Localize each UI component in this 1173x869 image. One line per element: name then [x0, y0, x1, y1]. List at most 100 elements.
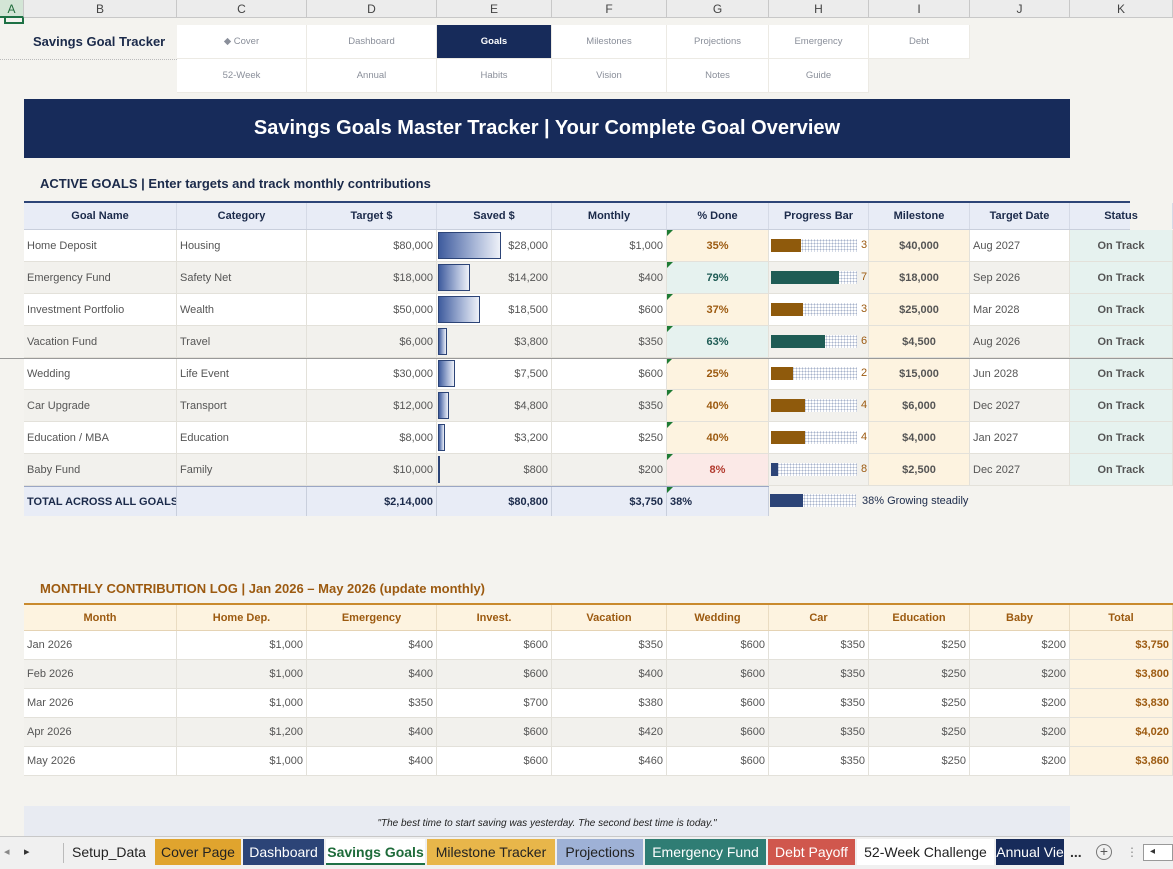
contrib-amount-cell[interactable]: $250	[869, 747, 970, 776]
sheet-tab-7[interactable]: Emergency Fund	[645, 839, 766, 865]
contrib-amount-cell[interactable]: $600	[667, 747, 769, 776]
goal-progress-cell[interactable]: 4	[769, 390, 869, 422]
column-header-g[interactable]: G	[667, 0, 769, 18]
goal-name-cell[interactable]: Home Deposit	[24, 230, 177, 262]
goal-target-cell[interactable]: $30,000	[307, 358, 437, 390]
contrib-total-cell[interactable]: $3,800	[1070, 660, 1173, 689]
contrib-amount-cell[interactable]: $380	[552, 689, 667, 718]
goal-name-cell[interactable]: Baby Fund	[24, 454, 177, 486]
nav-right-arrow-icon[interactable]: ▸	[24, 846, 30, 858]
goal-progress-cell[interactable]: 3	[769, 294, 869, 326]
nav-left-arrow-icon[interactable]: ◂	[4, 846, 10, 858]
contrib-amount-cell[interactable]: $350	[769, 689, 869, 718]
contrib-amount-cell[interactable]: $460	[552, 747, 667, 776]
nav-tab-2[interactable]: Dashboard	[307, 25, 437, 59]
sheet-tab-6[interactable]: Projections	[557, 839, 643, 865]
column-header-a[interactable]: A	[0, 0, 24, 18]
contrib-amount-cell[interactable]: $250	[869, 718, 970, 747]
contrib-month-cell[interactable]: Feb 2026	[24, 660, 177, 689]
nav-tab-5[interactable]: Projections	[667, 25, 769, 59]
goal-monthly-cell[interactable]: $600	[552, 358, 667, 390]
goal-status-badge[interactable]: On Track	[1070, 262, 1173, 294]
contrib-amount-cell[interactable]: $200	[970, 689, 1070, 718]
total-label[interactable]: TOTAL ACROSS ALL GOALS	[24, 487, 177, 516]
contrib-amount-cell[interactable]: $350	[769, 631, 869, 660]
goal-monthly-cell[interactable]: $1,000	[552, 230, 667, 262]
goal-milestone-cell[interactable]: $6,000	[869, 390, 970, 422]
contrib-amount-cell[interactable]: $350	[552, 631, 667, 660]
contrib-amount-cell[interactable]: $350	[769, 718, 869, 747]
goal-status-badge[interactable]: On Track	[1070, 230, 1173, 262]
nav-tab-7[interactable]: Debt	[869, 25, 970, 59]
goal-monthly-cell[interactable]: $250	[552, 422, 667, 454]
sheet-tab-10[interactable]: Annual Vie	[996, 839, 1064, 865]
contrib-amount-cell[interactable]: $350	[769, 660, 869, 689]
goal-status-badge[interactable]: On Track	[1070, 390, 1173, 422]
goal-target-cell[interactable]: $80,000	[307, 230, 437, 262]
contrib-amount-cell[interactable]: $700	[437, 689, 552, 718]
contrib-amount-cell[interactable]: $600	[667, 631, 769, 660]
goal-category-cell[interactable]: Life Event	[177, 358, 307, 390]
horizontal-scrollbar[interactable]: ◂	[1143, 844, 1173, 861]
contrib-amount-cell[interactable]: $350	[307, 689, 437, 718]
contrib-amount-cell[interactable]: $1,200	[177, 718, 307, 747]
goal-category-cell[interactable]: Travel	[177, 326, 307, 358]
goal-monthly-cell[interactable]: $350	[552, 390, 667, 422]
goal-target-date-cell[interactable]: Sep 2026	[970, 262, 1070, 294]
goal-percent-cell[interactable]: 79%	[667, 262, 769, 294]
goal-saved-cell[interactable]: $3,200	[437, 422, 552, 454]
goal-progress-cell[interactable]: 3	[769, 230, 869, 262]
nav-tab-6[interactable]: Emergency	[769, 25, 869, 59]
goal-milestone-cell[interactable]: $2,500	[869, 454, 970, 486]
goal-name-cell[interactable]: Investment Portfolio	[24, 294, 177, 326]
contrib-amount-cell[interactable]: $1,000	[177, 747, 307, 776]
goal-percent-cell[interactable]: 25%	[667, 358, 769, 390]
sheet-tab-9[interactable]: 52-Week Challenge	[857, 839, 994, 865]
nav-tab-row2-6[interactable]: Guide	[769, 59, 869, 93]
goal-milestone-cell[interactable]: $25,000	[869, 294, 970, 326]
total-saved[interactable]: $80,800	[437, 487, 552, 516]
contrib-total-cell[interactable]: $3,860	[1070, 747, 1173, 776]
contrib-amount-cell[interactable]: $350	[769, 747, 869, 776]
contrib-amount-cell[interactable]: $250	[869, 689, 970, 718]
nav-tab-4[interactable]: Milestones	[552, 25, 667, 59]
goal-category-cell[interactable]: Safety Net	[177, 262, 307, 294]
goal-milestone-cell[interactable]: $4,000	[869, 422, 970, 454]
sheet-tab-8[interactable]: Debt Payoff	[768, 839, 855, 865]
goal-status-badge[interactable]: On Track	[1070, 294, 1173, 326]
contrib-amount-cell[interactable]: $250	[869, 631, 970, 660]
total-target[interactable]: $2,14,000	[307, 487, 437, 516]
sheet-tab-3[interactable]: Dashboard	[243, 839, 324, 865]
sheet-tab-2[interactable]: Cover Page	[155, 839, 241, 865]
goal-status-badge[interactable]: On Track	[1070, 454, 1173, 486]
contrib-month-cell[interactable]: Jan 2026	[24, 631, 177, 660]
contrib-amount-cell[interactable]: $1,000	[177, 660, 307, 689]
contrib-amount-cell[interactable]: $1,000	[177, 689, 307, 718]
goal-saved-cell[interactable]: $18,500	[437, 294, 552, 326]
goal-target-cell[interactable]: $18,000	[307, 262, 437, 294]
contrib-amount-cell[interactable]: $200	[970, 747, 1070, 776]
goal-saved-cell[interactable]: $7,500	[437, 358, 552, 390]
column-header-i[interactable]: I	[869, 0, 970, 18]
contrib-amount-cell[interactable]: $600	[437, 747, 552, 776]
goal-category-cell[interactable]: Housing	[177, 230, 307, 262]
contrib-month-cell[interactable]: Mar 2026	[24, 689, 177, 718]
goal-target-date-cell[interactable]: Aug 2026	[970, 326, 1070, 358]
goal-milestone-cell[interactable]: $40,000	[869, 230, 970, 262]
total-monthly[interactable]: $3,750	[552, 487, 667, 516]
contrib-amount-cell[interactable]: $600	[667, 660, 769, 689]
contrib-amount-cell[interactable]: $600	[437, 718, 552, 747]
column-header-b[interactable]: B	[24, 0, 177, 18]
goal-target-date-cell[interactable]: Jan 2027	[970, 422, 1070, 454]
contrib-amount-cell[interactable]: $400	[552, 660, 667, 689]
contrib-month-cell[interactable]: Apr 2026	[24, 718, 177, 747]
contrib-amount-cell[interactable]: $600	[667, 689, 769, 718]
column-header-k[interactable]: K	[1070, 0, 1173, 18]
goal-percent-cell[interactable]: 35%	[667, 230, 769, 262]
goal-target-date-cell[interactable]: Mar 2028	[970, 294, 1070, 326]
goal-category-cell[interactable]: Family	[177, 454, 307, 486]
goal-percent-cell[interactable]: 37%	[667, 294, 769, 326]
contrib-total-cell[interactable]: $3,830	[1070, 689, 1173, 718]
column-header-h[interactable]: H	[769, 0, 869, 18]
contrib-amount-cell[interactable]: $400	[307, 718, 437, 747]
